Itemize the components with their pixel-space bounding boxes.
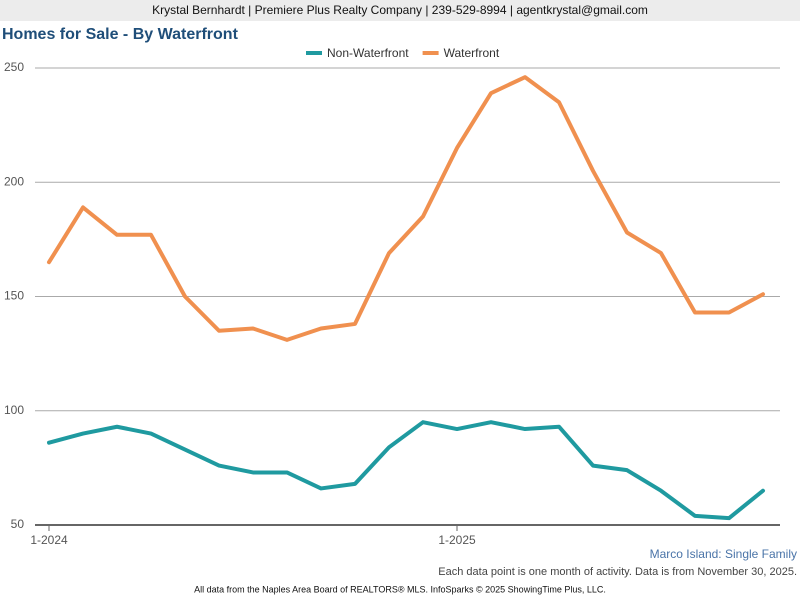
header: Krystal Bernhardt | Premiere Plus Realty… bbox=[152, 3, 648, 17]
series-line bbox=[47, 420, 765, 521]
y-tick-label: 200 bbox=[4, 174, 24, 188]
source: All data from the Naples Area Board of R… bbox=[194, 584, 606, 594]
note: Each data point is one month of activity… bbox=[438, 566, 797, 578]
y-tick-label: 50 bbox=[11, 517, 25, 531]
subtitle: Marco Island: Single Family bbox=[650, 547, 797, 561]
legend-label: Waterfront bbox=[444, 46, 500, 60]
x-tick-label: 1-2024 bbox=[30, 533, 68, 547]
header-bar bbox=[0, 0, 800, 21]
x-tick-label: 1-2025 bbox=[438, 533, 476, 547]
y-tick-label: 100 bbox=[4, 403, 24, 417]
legend-label: Non-Waterfront bbox=[327, 46, 409, 60]
chart-title: Homes for Sale - By Waterfront bbox=[2, 26, 239, 43]
series-line bbox=[47, 75, 765, 342]
y-tick-label: 250 bbox=[4, 60, 24, 74]
y-tick-label: 150 bbox=[4, 289, 24, 303]
